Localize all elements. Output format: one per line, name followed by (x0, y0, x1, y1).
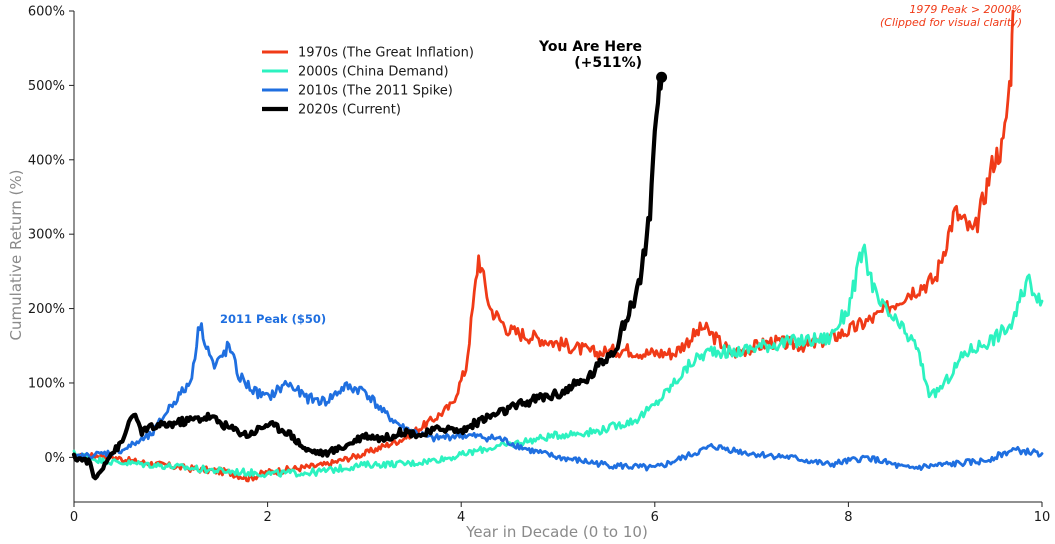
you-are-here-marker (656, 71, 668, 83)
annotation-1979-clipped: (Clipped for visual clarity) (880, 16, 1022, 29)
legend-label: 2010s (The 2011 Spike) (298, 84, 453, 99)
chart-legend: 1970s (The Great Inflation) 2000s (China … (262, 46, 474, 118)
chart-annotations: 2011 Peak ($50) You Are Here (+511%) 197… (220, 3, 1022, 326)
series-line-2020s-current (71, 75, 664, 481)
y-tick-label: 500% (28, 79, 65, 94)
y-tick-label: 600% (28, 5, 65, 20)
y-tick-label: 400% (28, 153, 65, 168)
annotation-you-are-here-value: (+511%) (574, 55, 642, 71)
y-tick-label: 300% (28, 228, 65, 243)
chart-axes: 0 2 4 6 8 100%100%200%300%400%500%600% (28, 5, 1050, 526)
legend-label: 1970s (The Great Inflation) (298, 46, 474, 61)
annotation-2011-peak: 2011 Peak ($50) (220, 312, 326, 326)
x-tick-label: 6 (651, 510, 659, 525)
y-axis-label: Cumulative Return (%) (7, 170, 25, 341)
x-tick-label: 10 (1034, 510, 1051, 525)
annotation-you-are-here: You Are Here (538, 39, 642, 55)
y-tick-label: 0% (44, 451, 65, 466)
series-line-2010s-the-2011-spike (72, 322, 1044, 472)
legend-label: 2020s (Current) (298, 103, 401, 118)
chart-series-layer (71, 9, 1044, 483)
annotation-1979-peak: 1979 Peak > 2000% (909, 3, 1022, 16)
series-line-2000s-china-demand (72, 243, 1044, 479)
x-tick-label: 0 (70, 510, 78, 525)
legend-label: 2000s (China Demand) (298, 65, 449, 80)
x-tick-label: 8 (844, 510, 852, 525)
y-tick-label: 200% (28, 302, 65, 317)
x-axis-label: Year in Decade (0 to 10) (465, 523, 648, 541)
x-tick-label: 4 (457, 510, 465, 525)
y-tick-label: 100% (28, 376, 65, 391)
x-tick-label: 2 (263, 510, 271, 525)
series-line-1970s-the-great-inflation (72, 9, 1015, 483)
